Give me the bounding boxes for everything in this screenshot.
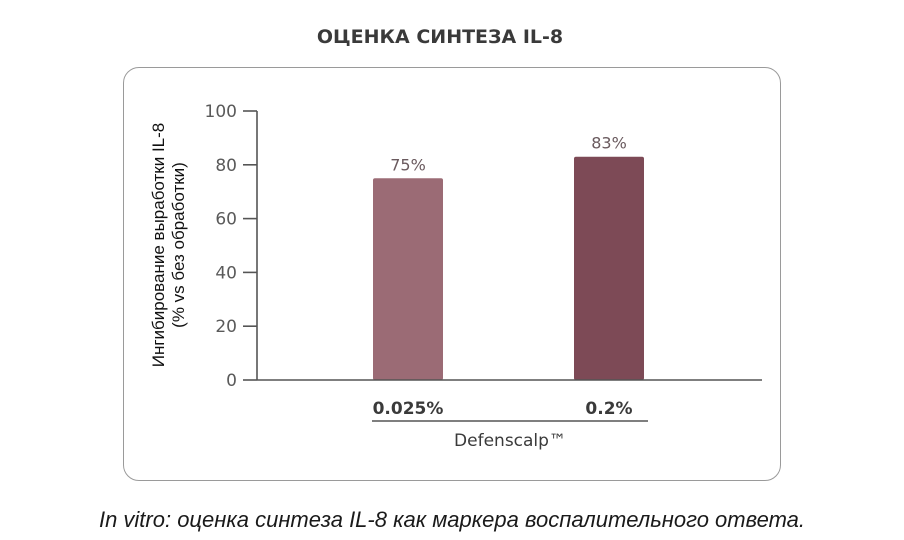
y-axis-title-line1: Ингибирование выработки IL-8	[149, 123, 168, 368]
chart-panel	[123, 67, 781, 481]
bar	[373, 178, 443, 380]
x-axis-title: Defenscalp™	[454, 431, 566, 451]
chart-title: ОЦЕНКА СИНТЕЗА IL-8	[316, 26, 564, 48]
data-label: 75%	[390, 155, 426, 174]
data-label: 83%	[591, 134, 627, 153]
y-tick-label: 20	[215, 317, 237, 337]
x-tick-label: 0.025%	[373, 399, 444, 419]
x-tick-label: 0.2%	[585, 399, 632, 419]
y-tick-label: 0	[226, 371, 237, 391]
y-tick-label: 100	[205, 102, 237, 122]
y-tick-label: 40	[215, 263, 237, 283]
bar	[574, 156, 644, 380]
figure-caption: In vitro: оценка синтеза IL-8 как маркер…	[98, 507, 806, 532]
y-tick-label: 60	[215, 210, 237, 230]
y-axis-title-line2: (% vs без обработки)	[169, 162, 188, 328]
y-tick-label: 80	[215, 156, 237, 176]
